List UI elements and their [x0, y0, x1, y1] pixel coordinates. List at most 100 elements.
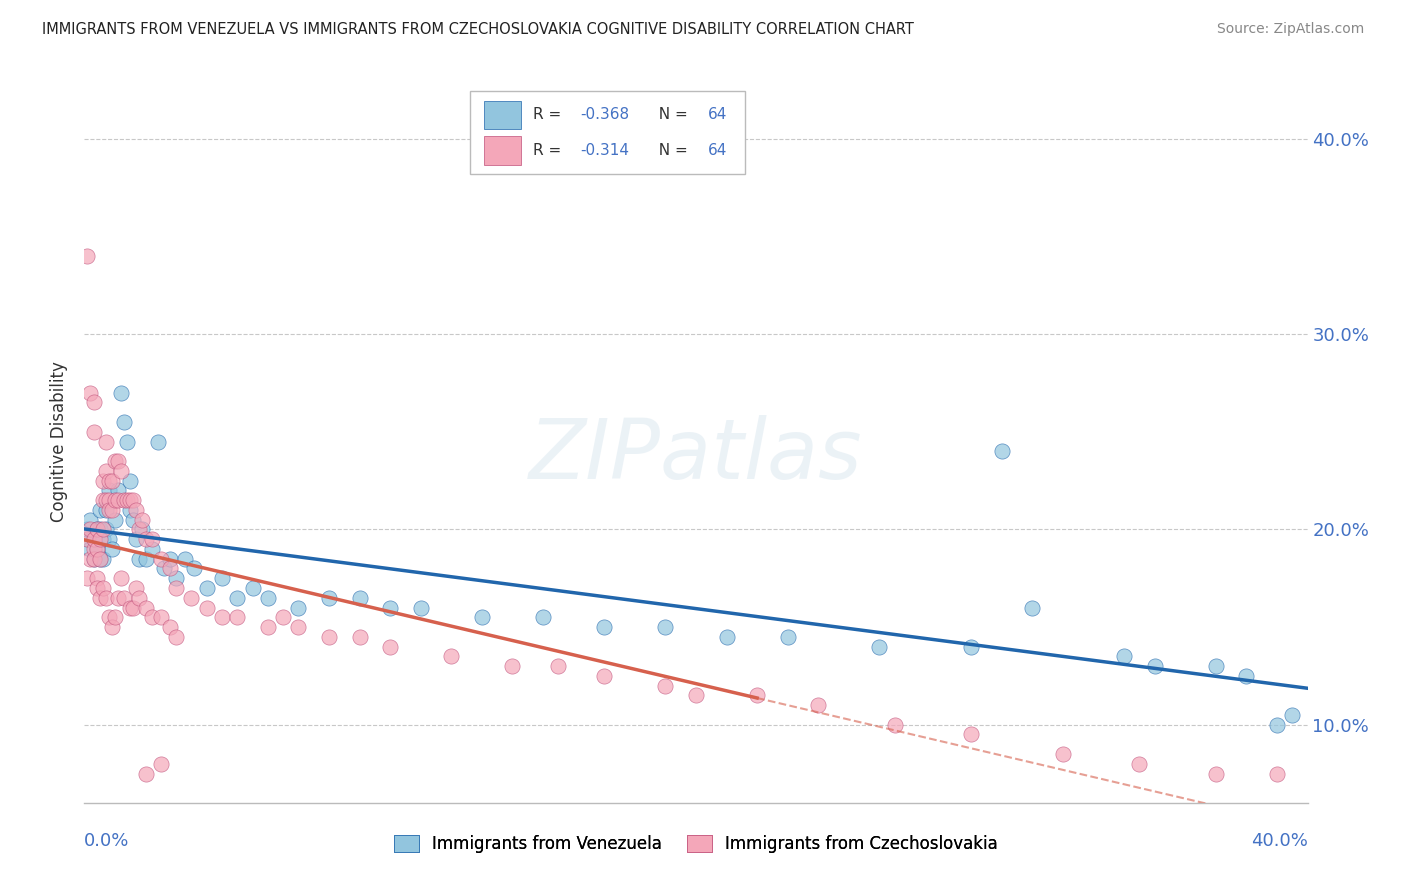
Point	[107, 493, 129, 508]
Point	[83, 532, 105, 546]
Point	[122, 600, 145, 615]
Point	[1021, 600, 1043, 615]
Point	[165, 571, 187, 585]
Point	[128, 591, 150, 605]
Point	[107, 591, 129, 605]
Point	[531, 610, 554, 624]
Point	[120, 493, 142, 508]
Point	[180, 591, 202, 605]
Point	[141, 532, 163, 546]
Point	[1114, 649, 1136, 664]
Point	[287, 620, 309, 634]
Point	[153, 561, 176, 575]
Point	[104, 513, 127, 527]
Point	[716, 630, 738, 644]
Point	[547, 659, 569, 673]
Point	[125, 532, 148, 546]
Point	[318, 591, 340, 605]
Point	[1236, 669, 1258, 683]
Point	[1281, 707, 1303, 722]
Point	[97, 503, 120, 517]
Point	[91, 551, 114, 566]
Point	[869, 640, 891, 654]
Point	[107, 454, 129, 468]
Point	[991, 444, 1014, 458]
Point	[86, 541, 108, 556]
Text: 64: 64	[709, 107, 727, 122]
Point	[101, 503, 124, 517]
Point	[149, 756, 172, 771]
Point	[380, 600, 402, 615]
Point	[94, 503, 117, 517]
Point	[776, 630, 799, 644]
Point	[471, 610, 494, 624]
Point	[211, 571, 233, 585]
Point	[593, 669, 616, 683]
Point	[91, 532, 114, 546]
Point	[440, 649, 463, 664]
Point	[79, 551, 101, 566]
FancyBboxPatch shape	[484, 101, 522, 129]
Point	[101, 620, 124, 634]
Point	[125, 503, 148, 517]
Point	[104, 454, 127, 468]
Point	[141, 610, 163, 624]
Point	[94, 464, 117, 478]
Point	[86, 523, 108, 537]
Point	[960, 727, 983, 741]
Text: -0.314: -0.314	[579, 143, 628, 158]
Point	[112, 591, 135, 605]
Point	[97, 610, 120, 624]
Point	[89, 591, 111, 605]
Point	[83, 395, 105, 409]
Point	[79, 523, 101, 537]
Point	[83, 532, 105, 546]
Point	[174, 551, 197, 566]
Point	[159, 620, 181, 634]
Point	[107, 483, 129, 498]
Point	[94, 591, 117, 605]
Point	[318, 630, 340, 644]
Point	[146, 434, 169, 449]
Point	[165, 581, 187, 595]
Point	[883, 717, 905, 731]
Point	[86, 581, 108, 595]
Point	[128, 523, 150, 537]
Point	[380, 640, 402, 654]
Text: R =: R =	[533, 107, 567, 122]
Point	[960, 640, 983, 654]
Point	[89, 532, 111, 546]
Point	[94, 434, 117, 449]
Point	[97, 474, 120, 488]
Point	[159, 551, 181, 566]
Point	[122, 493, 145, 508]
Legend: Immigrants from Venezuela, Immigrants from Czechoslovakia: Immigrants from Venezuela, Immigrants fr…	[387, 828, 1005, 860]
Point	[97, 493, 120, 508]
Point	[1265, 766, 1288, 780]
Point	[104, 610, 127, 624]
Point	[110, 571, 132, 585]
Point	[149, 551, 172, 566]
Point	[83, 541, 105, 556]
Point	[257, 620, 280, 634]
Point	[135, 766, 157, 780]
Point	[83, 551, 105, 566]
Point	[159, 561, 181, 575]
Point	[110, 464, 132, 478]
Text: N =: N =	[650, 107, 693, 122]
Point	[79, 385, 101, 400]
Text: ZIPatlas: ZIPatlas	[529, 416, 863, 497]
Text: 64: 64	[709, 143, 727, 158]
Point	[409, 600, 432, 615]
Point	[1052, 747, 1074, 761]
Point	[115, 434, 138, 449]
Point	[1205, 659, 1227, 673]
Point	[115, 493, 138, 508]
Point	[83, 425, 105, 439]
Point	[141, 541, 163, 556]
Point	[242, 581, 264, 595]
Point	[135, 551, 157, 566]
Point	[211, 610, 233, 624]
FancyBboxPatch shape	[484, 136, 522, 165]
Point	[257, 591, 280, 605]
